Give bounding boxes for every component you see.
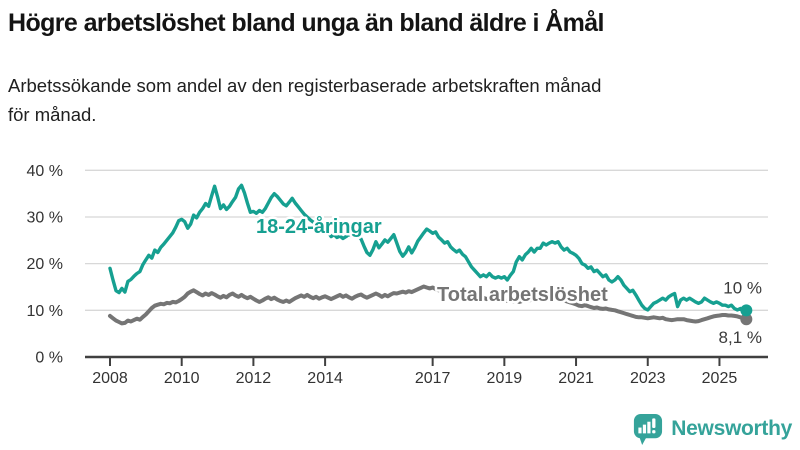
y-tick-label: 0 % xyxy=(35,350,63,367)
x-tick-label: 2021 xyxy=(558,370,594,387)
y-tick-label: 30 % xyxy=(27,209,63,226)
logo-exclamation-dot xyxy=(652,430,656,434)
y-tick-label: 20 % xyxy=(27,256,63,273)
end-dot-total xyxy=(740,313,753,326)
x-tick-label: 2017 xyxy=(415,370,451,387)
y-tick-label: 10 % xyxy=(27,303,63,320)
newsworthy-logo[interactable]: Newsworthy xyxy=(631,412,792,446)
x-tick-label: 2023 xyxy=(630,370,666,387)
newsworthy-logo-text: Newsworthy xyxy=(671,417,792,440)
logo-bar-1 xyxy=(638,427,642,434)
x-tick-label: 2012 xyxy=(236,370,272,387)
end-dot-young xyxy=(740,304,753,317)
page-title: Högre arbetslöshet bland unga än bland ä… xyxy=(8,9,605,37)
series-label-total: Total arbetslöshet xyxy=(437,284,608,306)
x-tick-label: 2019 xyxy=(487,370,523,387)
logo-bar-3 xyxy=(647,421,651,434)
series-line-young xyxy=(108,183,748,314)
subtitle-line-2: för månad. xyxy=(8,104,97,125)
series-label-young: 18-24-åringar xyxy=(256,215,382,238)
x-tick-label: 2014 xyxy=(307,370,343,387)
x-tick-label: 2010 xyxy=(164,370,200,387)
subtitle-line-1: Arbetssökande som andel av den registerb… xyxy=(8,75,602,96)
logo-bar-2 xyxy=(643,424,647,434)
series-line-total xyxy=(108,284,749,326)
x-tick-label: 2025 xyxy=(702,370,738,387)
newsworthy-logo-icon xyxy=(634,413,663,446)
x-tick-label: 2008 xyxy=(92,370,128,387)
logo-exclamation-bar xyxy=(652,418,656,429)
logo-bubble-tail xyxy=(639,435,648,446)
y-tick-label: 40 % xyxy=(27,163,63,180)
end-value-label: 10 % xyxy=(723,278,762,297)
end-value-label: 8,1 % xyxy=(719,328,762,347)
chart-subtitle: Arbetssökande som andel av den registerb… xyxy=(8,71,792,129)
